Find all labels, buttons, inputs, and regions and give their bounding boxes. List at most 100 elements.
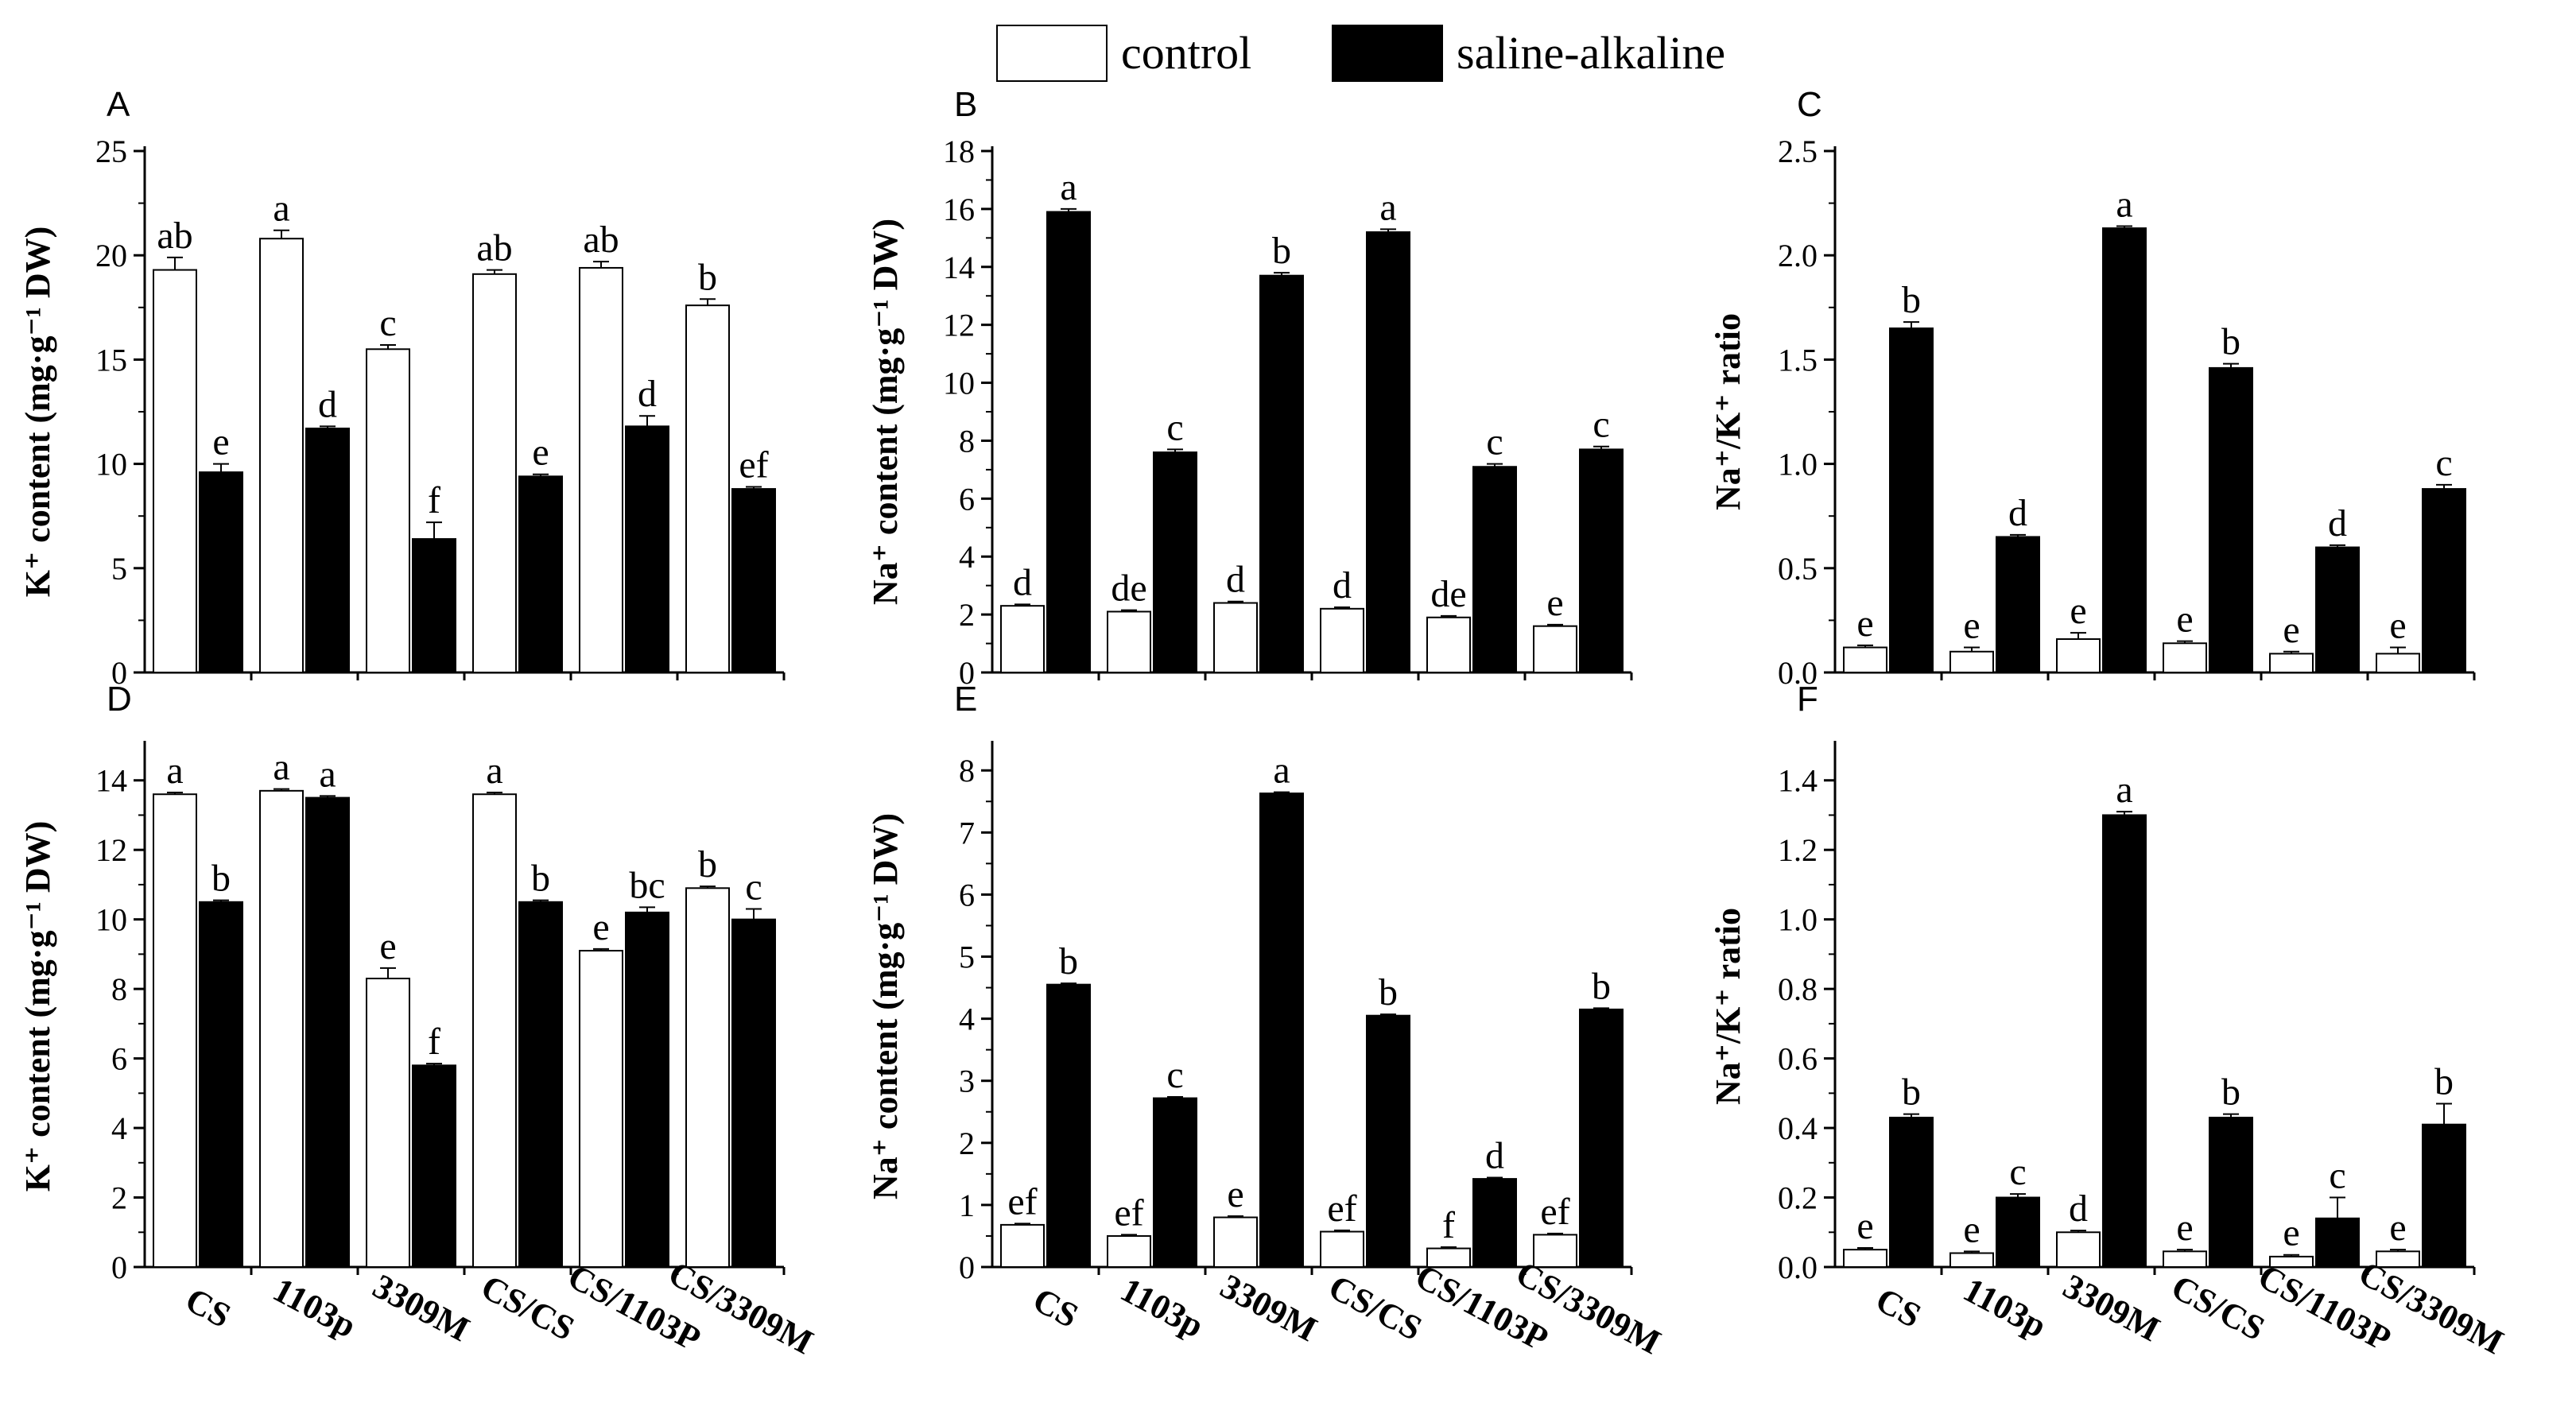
panel-letter-e: E <box>954 680 977 719</box>
significance-label: d <box>318 383 337 425</box>
significance-label: ef <box>1007 1180 1037 1223</box>
bar-saline-alkaline <box>2422 1123 2466 1269</box>
bar-control <box>1000 1223 1045 1269</box>
bar-saline-alkaline <box>412 538 456 674</box>
chart-legend: control saline-alkaline <box>996 25 1725 82</box>
bar-control <box>579 266 623 673</box>
x-category-label: CS/CS <box>475 1267 580 1348</box>
bar-saline-alkaline <box>1046 983 1091 1268</box>
bar-control <box>579 950 623 1268</box>
y-tick-label: 0.8 <box>1778 971 1818 1007</box>
significance-label: e <box>2070 590 2086 632</box>
x-category-label: 3309M <box>2057 1266 2166 1349</box>
bar-control <box>2056 1231 2101 1269</box>
y-axis-label-d: K⁺ content (mg·g⁻¹ DW) <box>18 821 57 1192</box>
significance-label: e <box>2283 609 2299 651</box>
x-category-label: CS/CS <box>1322 1267 1428 1348</box>
significance-label: d <box>1226 559 1245 601</box>
y-tick-label: 1.0 <box>1778 902 1818 938</box>
bar-control <box>1000 605 1045 674</box>
bar-control <box>1213 602 1258 673</box>
y-tick-label: 1 <box>959 1188 975 1223</box>
y-tick-label: 4 <box>111 1110 127 1146</box>
significance-label: a <box>1273 750 1290 792</box>
significance-label: ef <box>1114 1192 1143 1234</box>
bar-saline-alkaline <box>1996 536 2040 673</box>
bar-saline-alkaline <box>2209 1116 2253 1268</box>
y-tick-label: 0.0 <box>1778 655 1818 691</box>
bar-saline-alkaline <box>199 471 243 674</box>
significance-label: c <box>1166 406 1183 448</box>
significance-label: bc <box>629 864 665 906</box>
bar-saline-alkaline <box>305 427 350 673</box>
y-tick-label: 16 <box>943 192 975 227</box>
bar-saline-alkaline <box>1472 466 1517 673</box>
bar-control <box>1533 625 1577 674</box>
y-tick-label: 12 <box>943 308 975 343</box>
significance-label: d <box>2069 1188 2088 1230</box>
bar-saline-alkaline <box>1579 448 1624 674</box>
bar-control <box>2056 638 2101 673</box>
significance-label: e <box>532 432 549 474</box>
significance-label: d <box>2328 502 2347 544</box>
significance-label: c <box>2435 442 2452 484</box>
y-tick-label: 6 <box>959 481 975 517</box>
significance-label: b <box>1902 1071 1921 1114</box>
panel-b: B 0 2 4 6 8 10 12 14 16 18 Na⁺ content (mg·g⁻¹ DW) d… <box>866 85 1633 691</box>
significance-label: c <box>2329 1155 2345 1197</box>
bar-saline-alkaline <box>1366 231 1410 673</box>
significance-label: e <box>592 906 609 948</box>
bar-saline-alkaline <box>1996 1196 2040 1268</box>
bar-saline-alkaline <box>625 911 669 1269</box>
significance-label: a <box>319 753 336 795</box>
significance-label: c <box>1166 1054 1183 1096</box>
bar-saline-alkaline <box>305 796 350 1268</box>
significance-label: b <box>2221 1071 2240 1114</box>
y-axis-label-c: Na⁺/K⁺ ratio <box>1709 313 1748 510</box>
significance-label: a <box>273 746 289 789</box>
y-tick-label: 12 <box>95 832 127 868</box>
bar-control <box>1843 646 1887 674</box>
panel-letter-a: A <box>107 85 130 124</box>
y-tick-label: 18 <box>943 134 975 169</box>
y-tick-label: 1.2 <box>1778 832 1818 868</box>
significance-label: c <box>379 302 396 344</box>
bar-control <box>1533 1234 1577 1269</box>
y-tick-label: 1.5 <box>1778 342 1818 378</box>
y-tick-label: 5 <box>959 940 975 975</box>
bar-saline-alkaline <box>1153 1097 1197 1268</box>
y-tick-label: 6 <box>111 1041 127 1077</box>
y-tick-label: 1.0 <box>1778 447 1818 482</box>
bar-control <box>2376 653 2420 673</box>
y-tick-label: 3 <box>959 1064 975 1099</box>
y-tick-label: 14 <box>943 250 975 285</box>
y-tick-label: 10 <box>95 447 127 482</box>
y-tick-label: 2 <box>959 597 975 633</box>
significance-label: e <box>379 925 396 967</box>
y-tick-label: 0 <box>111 1250 127 1285</box>
significance-label: e <box>1546 582 1563 624</box>
y-tick-label: 0.2 <box>1778 1180 1818 1216</box>
bar-control <box>1426 616 1471 673</box>
bar-saline-alkaline <box>1472 1178 1517 1268</box>
bar-saline-alkaline <box>1259 792 1304 1268</box>
y-tick-label: 0.6 <box>1778 1041 1818 1077</box>
y-axis-label-b: Na⁺ content (mg·g⁻¹ DW) <box>866 219 905 605</box>
significance-label: a <box>486 750 502 792</box>
significance-label: a <box>2116 769 2132 811</box>
y-tick-label: 5 <box>111 551 127 587</box>
bar-control <box>1320 1230 1364 1269</box>
x-category-label: CS <box>1869 1280 1927 1335</box>
significance-label: c <box>1593 404 1609 446</box>
y-tick-label: 2.5 <box>1778 134 1818 169</box>
bar-saline-alkaline <box>1579 1008 1624 1269</box>
significance-label: b <box>1592 965 1611 1007</box>
bar-control <box>2269 653 2314 673</box>
significance-label: ef <box>739 444 768 486</box>
significance-label: e <box>2389 1207 2406 1249</box>
bar-control <box>2163 642 2207 673</box>
significance-label: b <box>1059 940 1078 982</box>
significance-label: ab <box>157 215 192 257</box>
